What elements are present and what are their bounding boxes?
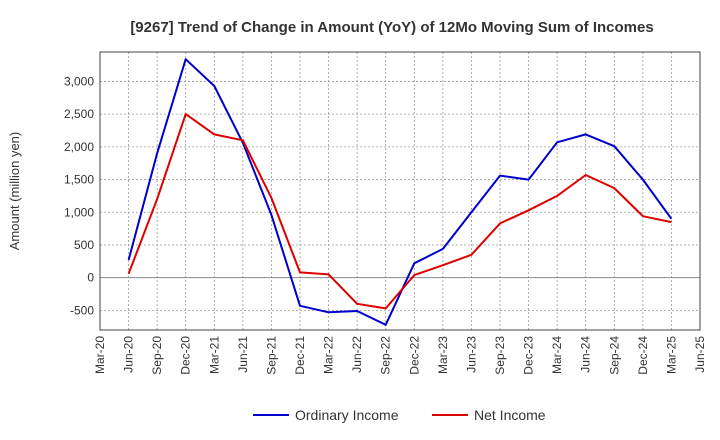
y-tick-labels: -500 0 500 1,000 1,500 2,000 2,500 3,000 bbox=[64, 74, 94, 317]
y-tick-label: -500 bbox=[70, 303, 94, 317]
x-tick-label: Dec-22 bbox=[407, 336, 421, 375]
y-tick-label: 1,500 bbox=[64, 173, 94, 187]
x-tick-label: Jun-25 bbox=[693, 336, 707, 373]
legend-label: Ordinary Income bbox=[295, 407, 399, 423]
series-line-ordinary-income bbox=[127, 58, 673, 326]
x-tick-label: Mar-21 bbox=[207, 336, 221, 374]
x-tick-label: Jun-23 bbox=[464, 336, 478, 373]
series-line-net-income bbox=[127, 113, 672, 310]
plot-frame bbox=[99, 51, 701, 331]
x-tick-label: Sep-21 bbox=[264, 336, 278, 375]
y-tick-label: 2,000 bbox=[64, 140, 94, 154]
y-axis-label: Amount (million yen) bbox=[7, 132, 22, 251]
x-tick-label: Sep-24 bbox=[607, 336, 621, 375]
x-tick-label: Jun-20 bbox=[122, 336, 136, 373]
x-tick-label: Mar-25 bbox=[664, 336, 678, 374]
x-tick-label: Dec-21 bbox=[293, 336, 307, 375]
y-tick-label: 2,500 bbox=[64, 107, 94, 121]
x-tick-label: Sep-22 bbox=[379, 336, 393, 375]
x-tick-label: Mar-20 bbox=[93, 336, 107, 374]
y-tick-label: 500 bbox=[74, 238, 94, 252]
y-tick-label: 0 bbox=[87, 271, 94, 285]
x-tick-label: Jun-21 bbox=[236, 336, 250, 373]
x-tick-label: Jun-24 bbox=[579, 336, 593, 373]
y-tick-label: 1,000 bbox=[64, 205, 94, 219]
x-tick-label: Jun-22 bbox=[350, 336, 364, 373]
x-tick-label: Sep-20 bbox=[150, 336, 164, 375]
x-tick-label: Dec-23 bbox=[522, 336, 536, 375]
legend: Ordinary Income Net Income bbox=[253, 407, 546, 423]
x-tick-label: Mar-24 bbox=[550, 336, 564, 374]
x-tick-label: Dec-20 bbox=[179, 336, 193, 375]
y-tick-label: 3,000 bbox=[64, 74, 94, 88]
chart-title: [9267] Trend of Change in Amount (YoY) o… bbox=[130, 19, 653, 36]
x-tick-labels: Mar-20 Jun-20 Sep-20 Dec-20 Mar-21 Jun-21 Sep-… bbox=[93, 336, 707, 375]
x-tick-label: Mar-22 bbox=[322, 336, 336, 374]
series-lines bbox=[127, 58, 673, 326]
legend-label: Net Income bbox=[474, 407, 546, 423]
x-tick-label: Mar-23 bbox=[436, 336, 450, 374]
grid-lines bbox=[99, 52, 701, 330]
x-tick-label: Sep-23 bbox=[493, 336, 507, 375]
x-tick-label: Dec-24 bbox=[636, 336, 650, 375]
